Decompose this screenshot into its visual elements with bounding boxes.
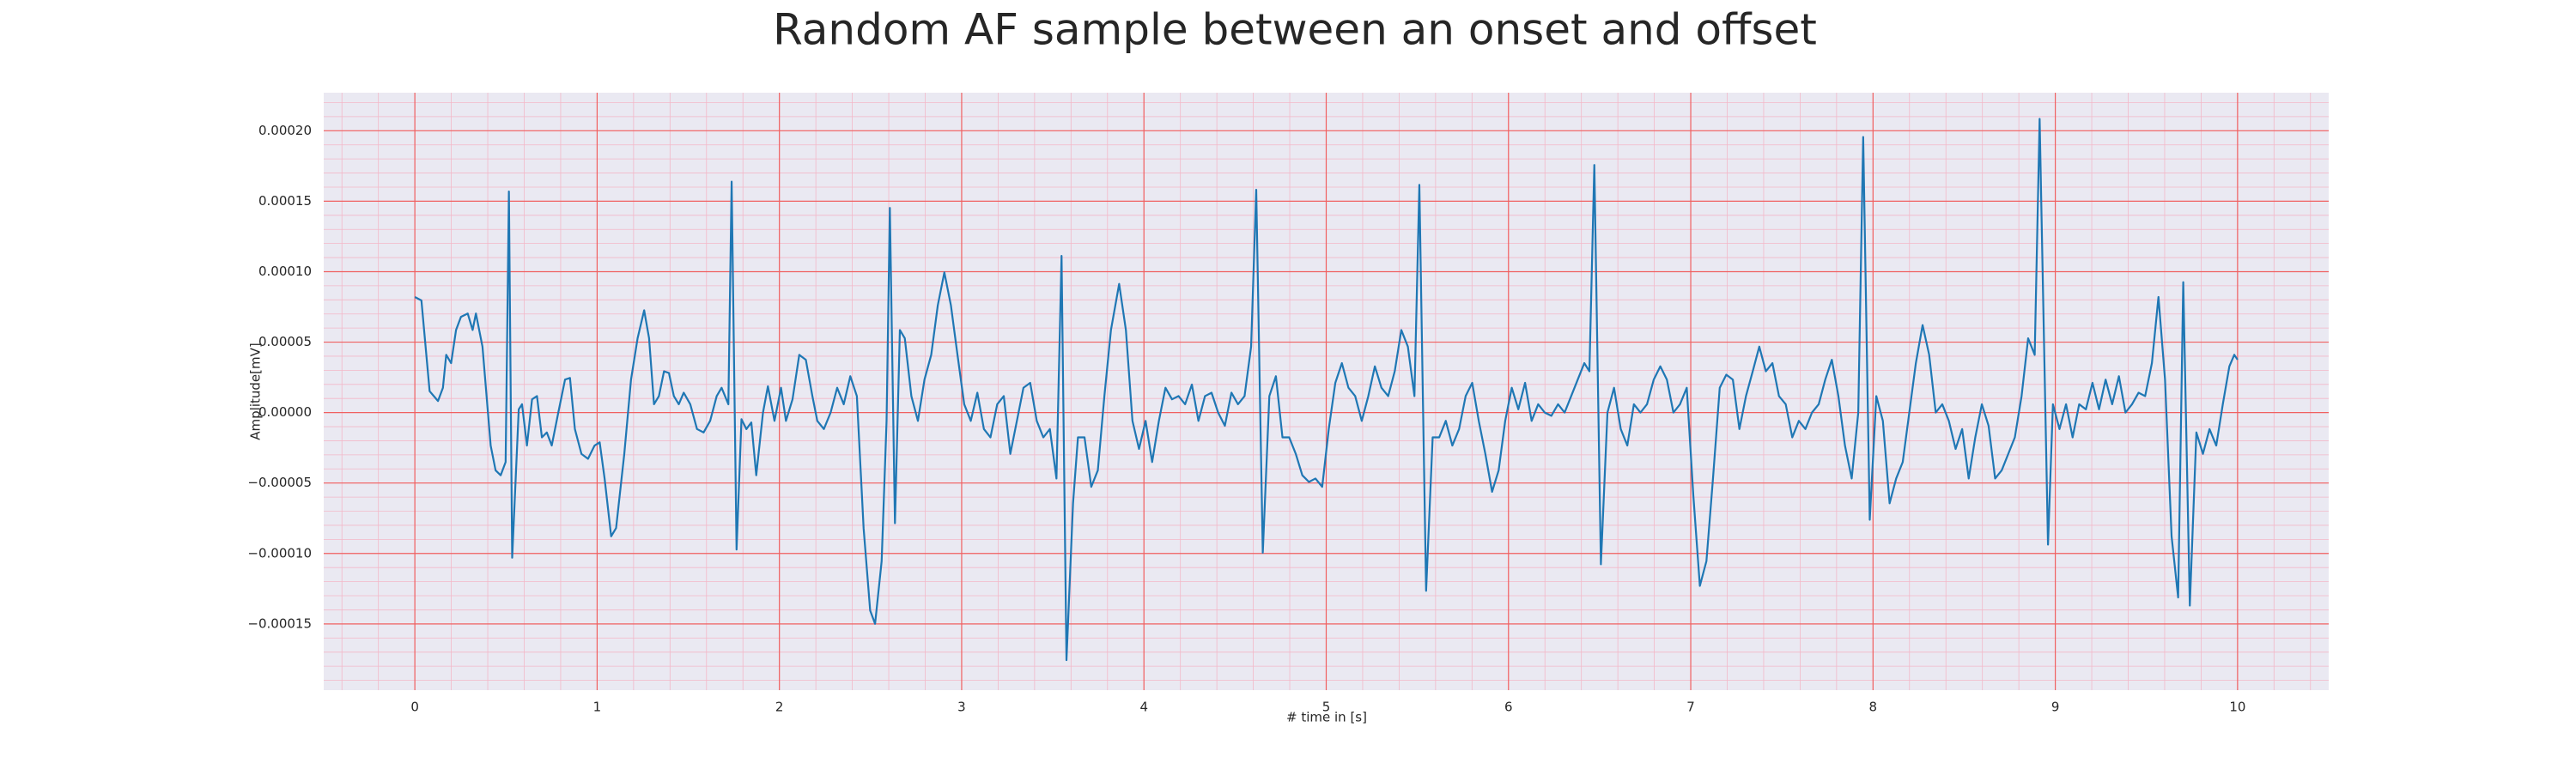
x-axis-label: # time in [s] [1286,710,1367,725]
x-tick-label: 1 [593,700,602,715]
y-axis-label: Amplitude[mV] [248,343,264,440]
x-tick-label: 2 [775,700,784,715]
y-tick-label: 0.00020 [258,123,312,138]
y-tick-label: 0.00000 [258,404,312,420]
y-tick-label: 0.00005 [258,334,312,349]
x-tick-label: 8 [1869,700,1878,715]
y-tick-label: −0.00005 [247,475,312,490]
marks [414,118,2239,662]
tick-labels: 0 1 2 3 4 5 6 7 8 9 10 −0.00015 −0.00010 −0.00005 0.00… [247,123,2245,715]
signal-line [414,118,2239,662]
x-tick-label: 10 [2229,700,2245,715]
y-tick-label: −0.00010 [247,545,312,561]
x-tick-label: 6 [1504,700,1513,715]
x-tick-label: 0 [410,700,419,715]
x-tick-label: 9 [2051,700,2060,715]
x-tick-label: 7 [1686,700,1695,715]
y-tick-label: −0.00015 [247,615,312,631]
y-tick-label: 0.00010 [258,264,312,279]
x-tick-label: 3 [957,700,966,715]
x-tick-label: 4 [1139,700,1148,715]
x-tick-label: 5 [1322,700,1331,715]
y-tick-label: 0.00015 [258,193,312,209]
chart-title: Random AF sample between an onset and of… [773,5,1817,55]
